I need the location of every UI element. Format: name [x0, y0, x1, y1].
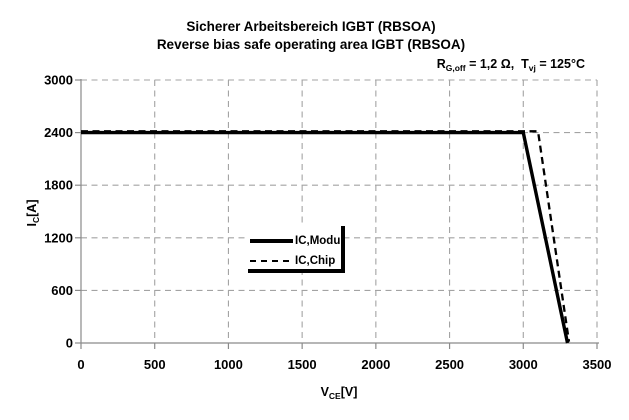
- legend-item-modul: IC,Modul: [250, 231, 344, 251]
- chip-dashed-line-swatch: [250, 260, 293, 262]
- y-tick-label-0: 0: [66, 336, 73, 351]
- modul-solid-line-swatch: [250, 239, 293, 243]
- x-tick-label-2000: 2000: [361, 357, 390, 372]
- chart-title-en: Reverse bias safe operating area IGBT (R…: [156, 37, 466, 52]
- rg-value: = 1,2 Ω, T: [465, 57, 529, 71]
- tvj-value: = 125°C: [535, 57, 585, 71]
- x-axis-quantity: V: [320, 385, 329, 399]
- y-axis-title: IC[A]: [25, 173, 41, 253]
- legend-label-chip: IC,Chip: [295, 255, 336, 267]
- legend: IC,Modul IC,Chip: [248, 226, 345, 273]
- rg-subscript: G,off: [445, 63, 466, 73]
- y-axis-quantity: I: [25, 223, 39, 227]
- y-tick-label-3000: 3000: [44, 73, 73, 88]
- tvj-subscript: vj: [528, 63, 536, 73]
- x-tick-label-3500: 3500: [583, 357, 612, 372]
- legend-label-modul: IC,Modul: [295, 235, 344, 247]
- x-axis-title: VCE[V]: [239, 385, 439, 401]
- x-tick-label-1000: 1000: [214, 357, 243, 372]
- x-tick-label-3000: 3000: [509, 357, 538, 372]
- x-tick-label-1500: 1500: [288, 357, 317, 372]
- x-tick-label-500: 500: [144, 357, 166, 372]
- series-ic-modul-line: [81, 130, 570, 344]
- x-tick-label-0: 0: [77, 357, 84, 372]
- y-tick-label-1200: 1200: [44, 230, 73, 245]
- legend-item-chip: IC,Chip: [250, 251, 341, 271]
- y-tick-label-600: 600: [51, 283, 73, 298]
- x-axis-unit: [V]: [340, 385, 358, 399]
- y-axis-subscript: C: [31, 216, 41, 224]
- x-axis-subscript: CE: [328, 391, 341, 401]
- y-tick-label-2400: 2400: [44, 125, 73, 140]
- test-conditions-annotation: RG,off = 1,2 Ω, Tvj = 125°C: [437, 57, 585, 73]
- x-tick-label-2500: 2500: [435, 357, 464, 372]
- chart-title-block: Sicherer Arbeitsbereich IGBT (RBSOA) Rev…: [0, 18, 622, 54]
- rg-symbol: R: [436, 57, 446, 71]
- y-axis-unit: [A]: [25, 199, 39, 217]
- y-tick-label-1800: 1800: [44, 178, 73, 193]
- chart-title-de: Sicherer Arbeitsbereich IGBT (RBSOA): [186, 19, 436, 34]
